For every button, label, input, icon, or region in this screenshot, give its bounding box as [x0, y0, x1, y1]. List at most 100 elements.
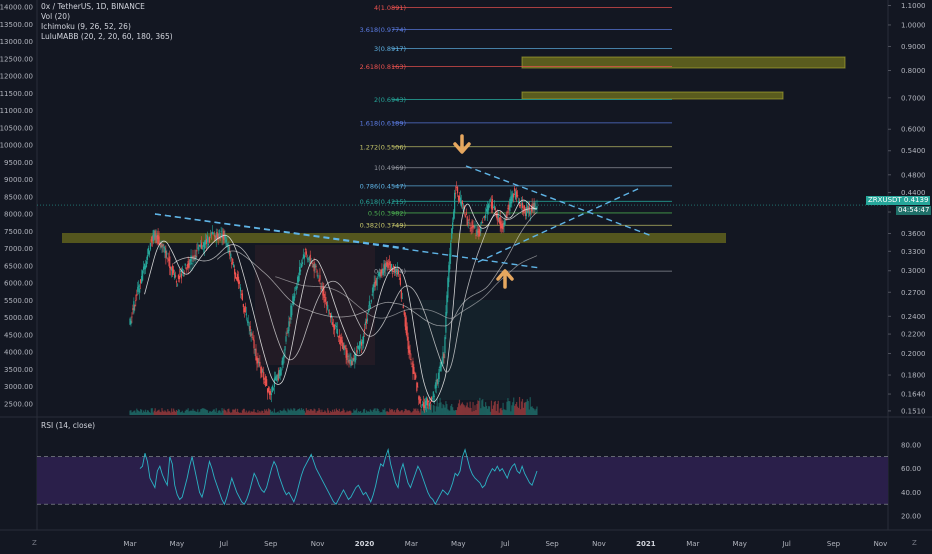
volume-bar: [510, 411, 512, 415]
volume-bar: [533, 408, 535, 415]
candle-body: [210, 233, 212, 235]
candle-body: [309, 254, 311, 261]
candle-body: [316, 270, 318, 273]
volume-bar: [304, 412, 306, 415]
volume-bar: [171, 408, 173, 415]
candle-body: [138, 285, 140, 288]
x-tick-label: 2020: [355, 540, 375, 548]
timezone-button-right[interactable]: Z: [912, 539, 917, 547]
candle-body: [191, 262, 193, 265]
volume-bar: [342, 408, 344, 415]
candle-body: [263, 372, 265, 380]
volume-bar: [476, 403, 478, 415]
volume-bar: [208, 411, 211, 415]
volume-bar: [475, 410, 477, 415]
left-scale-label: 14000.00: [0, 4, 33, 12]
volume-bar: [240, 412, 243, 415]
candle-body: [508, 204, 510, 210]
legend-volume[interactable]: Vol (20): [41, 12, 71, 21]
legend-lulu-mabb[interactable]: LuluMABB (20, 2, 20, 60, 180, 365): [41, 32, 173, 41]
volume-bar: [271, 411, 274, 415]
left-scale-label: 12500.00: [0, 55, 33, 63]
volume-bar: [456, 407, 459, 415]
fib-level-label: 0.618(0.4215): [360, 198, 406, 206]
candle-body: [266, 379, 268, 386]
volume-bar: [193, 410, 195, 415]
volume-bar: [160, 412, 162, 415]
volume-bar: [141, 409, 143, 415]
volume-bar: [284, 410, 286, 415]
left-scale-label: 11500.00: [0, 90, 33, 98]
volume-bar: [235, 408, 237, 415]
x-tick-label: May: [732, 540, 746, 548]
volume-bar: [211, 411, 213, 415]
candle-body: [129, 318, 131, 325]
volume-bar: [495, 410, 497, 415]
candle-body: [173, 269, 175, 273]
candle-body: [341, 340, 343, 344]
volume-bar: [365, 410, 368, 415]
volume-bar: [432, 405, 434, 415]
volume-bar: [164, 410, 166, 415]
volume-bar: [474, 405, 476, 415]
volume-bar: [460, 403, 463, 415]
volume-bar: [257, 409, 259, 415]
rsi-band-fill: [37, 456, 888, 505]
candle-body: [423, 402, 425, 408]
volume-bar: [506, 401, 508, 415]
volume-bar: [371, 411, 373, 415]
candle-body: [190, 255, 192, 262]
left-scale-label: 5500.00: [4, 297, 33, 305]
volume-bar: [517, 406, 519, 415]
candle-body: [461, 200, 463, 205]
right-scale-label: 0.2000: [901, 350, 926, 358]
candle-body: [466, 216, 468, 226]
candle-body: [335, 325, 338, 328]
volume-bar: [438, 402, 440, 415]
legend-ichimoku[interactable]: Ichimoku (9, 26, 52, 26): [41, 22, 131, 31]
candle-body: [131, 316, 133, 318]
volume-bar: [268, 409, 271, 415]
candle-body: [219, 237, 221, 240]
candle-body: [404, 312, 406, 327]
volume-bar: [239, 412, 242, 415]
candle-body: [296, 286, 298, 290]
volume-bar: [406, 410, 408, 415]
rsi-legend[interactable]: RSI (14, close): [41, 421, 96, 430]
volume-bar: [471, 411, 473, 415]
volume-bar: [260, 412, 262, 415]
candle-body: [429, 401, 432, 404]
volume-bar: [482, 399, 484, 415]
volume-bar: [307, 409, 309, 415]
volume-bar: [458, 399, 461, 415]
moving-average-line: [144, 199, 538, 403]
candle-body: [205, 238, 208, 244]
volume-bar: [293, 408, 295, 415]
candle-body: [427, 400, 430, 403]
volume-bar: [374, 408, 376, 415]
volume-bar: [394, 412, 397, 415]
candle-body: [392, 267, 394, 272]
volume-bar: [524, 402, 526, 415]
candle-body: [356, 350, 358, 353]
candle-body: [413, 367, 415, 374]
candle-body: [166, 252, 168, 255]
timezone-button-left[interactable]: Z: [32, 539, 37, 547]
candle-body: [459, 197, 462, 204]
candle-body: [400, 290, 402, 299]
volume-bar: [350, 411, 352, 415]
volume-bar: [372, 409, 374, 415]
candle-body: [517, 195, 519, 197]
volume-bar: [467, 407, 469, 415]
candle-body: [169, 256, 171, 269]
volume-bar: [329, 411, 332, 415]
volume-bar: [477, 400, 479, 415]
candle-body: [216, 232, 218, 240]
candle-body: [175, 281, 178, 283]
candle-body: [446, 295, 448, 314]
candle-body: [489, 199, 492, 201]
candle-body: [292, 296, 294, 305]
legend-symbol[interactable]: 0x / TetherUS, 1D, BINANCE: [41, 2, 145, 11]
